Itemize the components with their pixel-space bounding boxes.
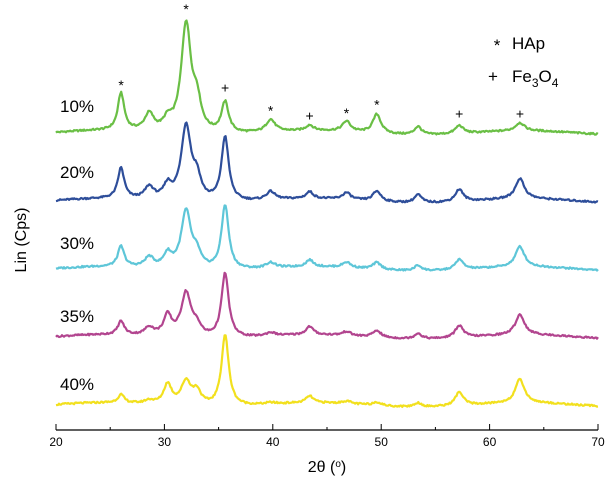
x-axis-title-unit: o — [335, 459, 341, 470]
series-label-40pct: 40% — [60, 375, 94, 394]
x-tick-label: 40 — [266, 435, 280, 449]
hap-peak-marker: * — [374, 96, 380, 112]
series-line-35pct — [55, 271, 599, 340]
legend-label-hap: HAp — [512, 34, 545, 53]
x-axis-title-main: 2θ ( — [308, 459, 336, 476]
hap-peak-marker: * — [344, 105, 350, 121]
hap-peak-marker: * — [118, 77, 124, 93]
series-line-30pct — [55, 204, 599, 272]
series-label-20pct: 20% — [60, 163, 94, 182]
hap-peak-marker: * — [183, 1, 189, 17]
peak-markers: * * + * + * * + + — [118, 1, 524, 124]
series-labels: 10% 20% 30% 35% 40% — [60, 97, 94, 394]
x-tick-label: 30 — [158, 435, 172, 449]
legend: * HAp + Fe3O4 — [488, 34, 559, 90]
legend-symbol-fe3o4: + — [488, 67, 498, 86]
series-line-10pct — [55, 19, 599, 136]
hap-peak-marker: * — [268, 103, 274, 119]
x-axis-title-close: ) — [341, 459, 346, 476]
fe3o4-peak-marker: + — [455, 106, 463, 122]
x-ticks: 20 30 40 50 60 70 — [49, 424, 605, 449]
legend-symbol-hap: * — [494, 36, 501, 55]
series-line-20pct — [55, 121, 599, 204]
fe3o4-peak-marker: + — [516, 106, 524, 122]
fe3o4-peak-marker: + — [221, 80, 229, 96]
y-axis-title: Lin (Cps) — [13, 208, 30, 273]
series-label-35pct: 35% — [60, 307, 94, 326]
x-tick-label: 60 — [483, 435, 497, 449]
series-line-40pct — [55, 334, 599, 408]
x-axis-title: 2θ (o) — [308, 459, 346, 476]
legend-label-fe3o4: Fe3O4 — [512, 67, 559, 90]
fe3o4-peak-marker: + — [306, 108, 314, 124]
x-tick-label: 20 — [49, 435, 63, 449]
x-tick-label: 70 — [591, 435, 605, 449]
series-label-10pct: 10% — [60, 97, 94, 116]
series-lines — [55, 19, 599, 408]
series-label-30pct: 30% — [60, 234, 94, 253]
x-tick-label: 50 — [375, 435, 389, 449]
